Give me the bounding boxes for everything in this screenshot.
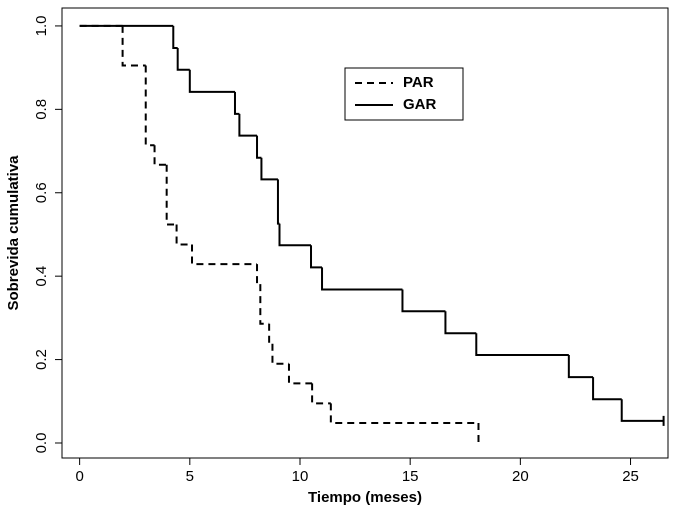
survival-step <box>260 157 278 181</box>
legend-label: GAR <box>403 96 437 113</box>
survival-step <box>278 223 312 247</box>
y-tick-label: 1.0 <box>33 16 50 37</box>
survival-step <box>276 179 280 225</box>
survival-step <box>592 377 622 401</box>
survival-step <box>256 264 261 286</box>
survival-step <box>311 383 331 405</box>
plot-frame <box>61 7 669 459</box>
survival-step <box>259 284 270 325</box>
survival-step <box>176 48 190 71</box>
survival-step <box>268 323 273 345</box>
survival-step <box>329 403 479 424</box>
survival-step <box>153 145 167 166</box>
x-tick-label: 15 <box>402 468 419 485</box>
legend-label: PAR <box>403 74 434 91</box>
y-tick-label: 0.6 <box>33 182 50 203</box>
survival-step <box>165 164 177 226</box>
survival-step <box>256 135 262 159</box>
survival-step <box>233 91 240 115</box>
survival-step <box>321 267 403 291</box>
y-tick-label: 0.8 <box>33 99 50 120</box>
survival-step <box>620 399 664 422</box>
survival-step <box>238 113 258 137</box>
x-tick-label: 10 <box>292 468 309 485</box>
survival-step <box>188 69 235 93</box>
x-tick-label: 5 <box>186 468 194 485</box>
survival-step <box>144 65 155 147</box>
x-axis-title: Tiempo (meses) <box>308 489 422 506</box>
survival-step <box>444 311 477 335</box>
survival-step <box>175 224 193 246</box>
legend-box <box>344 67 464 121</box>
survival-step <box>310 245 323 269</box>
survival-step <box>172 25 178 50</box>
x-tick-label: 20 <box>512 468 529 485</box>
x-tick-label: 0 <box>75 468 83 485</box>
survival-step <box>401 289 446 313</box>
y-tick-label: 0.0 <box>33 433 50 454</box>
y-tick-label: 0.4 <box>33 266 50 287</box>
x-tick-label: 25 <box>622 468 639 485</box>
y-axis-title: Sobrevida cumulativa <box>5 155 22 311</box>
survival-step <box>121 25 146 67</box>
survival-step <box>271 343 289 365</box>
survival-step <box>191 244 258 266</box>
survival-step <box>567 354 594 379</box>
survival-step <box>287 363 313 385</box>
survival-step <box>475 333 569 356</box>
y-tick-label: 0.2 <box>33 349 50 370</box>
